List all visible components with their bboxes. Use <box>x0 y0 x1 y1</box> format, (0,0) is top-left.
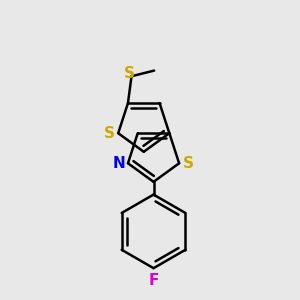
Text: S: S <box>183 156 194 171</box>
Text: N: N <box>113 156 126 171</box>
Text: S: S <box>103 126 115 141</box>
Text: F: F <box>148 273 159 288</box>
Text: S: S <box>124 66 135 81</box>
